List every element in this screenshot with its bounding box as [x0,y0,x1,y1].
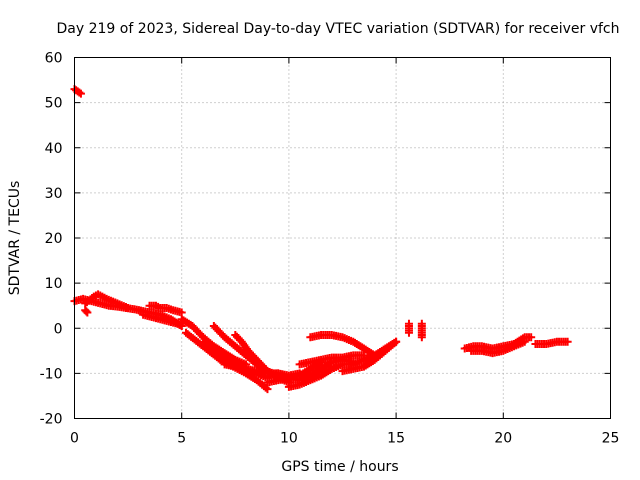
y-tick-label: 30 [45,186,63,202]
data-points [70,85,572,394]
series-arc-22 [417,319,426,342]
plot-frame [74,57,611,419]
data-point [417,333,426,342]
data-point [392,337,401,346]
data-point [76,89,85,98]
data-point [263,385,272,394]
x-tick-label: 0 [70,431,79,447]
series-arc-6 [139,310,186,330]
series-arc-20 [349,337,401,369]
data-point [124,303,133,312]
x-tick-label: 25 [602,431,620,447]
y-tick-label: 60 [45,51,63,67]
series-arc-3 [81,290,133,312]
data-point [83,308,92,317]
y-tick-label: 10 [45,276,63,292]
chart-title: Day 219 of 2023, Sidereal Day-to-day VTE… [56,21,619,37]
x-tick-label: 20 [494,431,512,447]
data-point [82,307,91,316]
data-point [404,328,413,337]
y-tick-label: 20 [45,231,63,247]
y-tick-label: 0 [54,321,63,337]
y-tick-label: 50 [45,96,63,112]
y-tick-label: 40 [45,141,63,157]
series-arc-17 [295,351,368,369]
series-arc-7 [145,301,186,317]
y-tick-label: -10 [40,366,63,382]
data-point [177,321,186,330]
series-arc-24 [467,337,529,358]
data-point [520,337,529,346]
data-point [527,333,536,342]
series-arc-25 [531,337,572,349]
data-point [563,337,572,346]
y-tick-label: -20 [40,412,63,428]
series-arc-4 [81,306,92,317]
x-tick-label: 15 [387,431,405,447]
x-tick-label: 10 [280,431,298,447]
data-point [177,308,186,317]
x-tick-label: 5 [177,431,186,447]
tick-labels: 0 5 10 15 20 25 -20 -10 0 10 20 30 40 50 60 [40,51,620,447]
x-axis-label: GPS time / hours [281,459,398,475]
series-arc-21 [404,319,413,337]
series-arc-1 [70,85,85,98]
y-axis-label: SDTVAR / TECUs [7,181,23,296]
data-point [75,88,84,97]
